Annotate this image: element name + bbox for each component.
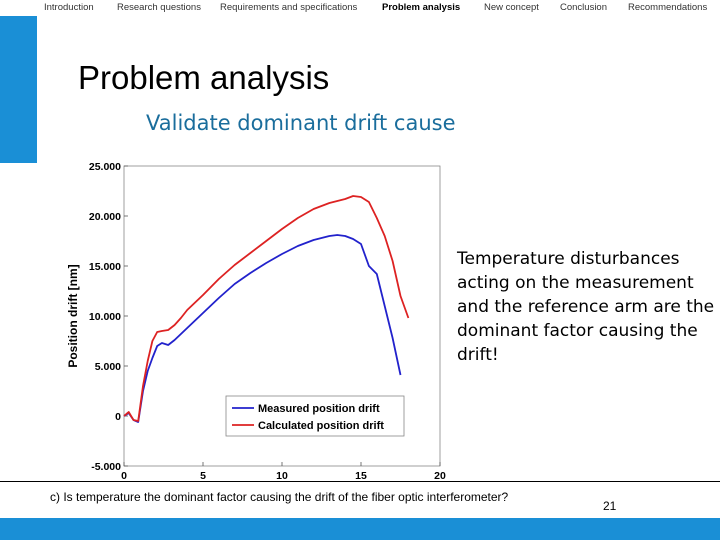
- conclusion-note: Temperature disturbances acting on the m…: [457, 249, 715, 365]
- x-tick-label: 0: [121, 470, 127, 482]
- nav-item-conclusion[interactable]: Conclusion: [560, 2, 607, 13]
- x-tick-label: 15: [355, 470, 367, 482]
- legend-label: Calculated position drift: [258, 420, 384, 432]
- y-tick-label: 25.000: [89, 161, 121, 173]
- y-tick-label: 5.000: [95, 361, 121, 373]
- nav-item-introduction[interactable]: Introduction: [44, 2, 94, 13]
- legend-box: [225, 395, 405, 437]
- y-tick-label: 10.000: [89, 311, 121, 323]
- nav-item-recommendations[interactable]: Recommendations: [628, 2, 708, 13]
- nav-item-problem-analysis[interactable]: Problem analysis: [382, 2, 461, 13]
- nav-item-requirements[interactable]: Requirements and specifications: [220, 2, 358, 13]
- research-question: c) Is temperature the dominant factor ca…: [50, 490, 509, 504]
- left-accent-bar: [0, 16, 37, 163]
- nav-item-research-questions[interactable]: Research questions: [117, 2, 201, 13]
- y-tick-label: 20.000: [89, 211, 121, 223]
- calculated-drift-line: [123, 195, 410, 422]
- drift-chart: -5.000 0 5.000 10.000 15.000 20.000 25.000 0 5 10…: [58, 152, 456, 482]
- legend-label: Measured position drift: [258, 403, 380, 415]
- page-number: 21: [603, 499, 617, 513]
- page-title: Problem analysis: [78, 59, 330, 96]
- page-subtitle: Validate dominant drift cause: [146, 111, 456, 135]
- nav-item-new-concept[interactable]: New concept: [484, 2, 539, 13]
- y-axis-label: Position drift [nm]: [66, 264, 80, 367]
- measured-drift-line: [123, 234, 402, 423]
- footer-accent-bar: [0, 518, 720, 540]
- y-tick-label: -5.000: [91, 461, 121, 473]
- section-navigation: Introduction Research questions Requirem…: [0, 0, 720, 16]
- y-tick-label: 15.000: [89, 261, 121, 273]
- x-tick-label: 10: [276, 470, 288, 482]
- x-tick-label: 5: [200, 470, 206, 482]
- footer-divider: [0, 481, 720, 482]
- y-tick-label: 0: [115, 411, 121, 423]
- x-tick-label: 20: [434, 470, 446, 482]
